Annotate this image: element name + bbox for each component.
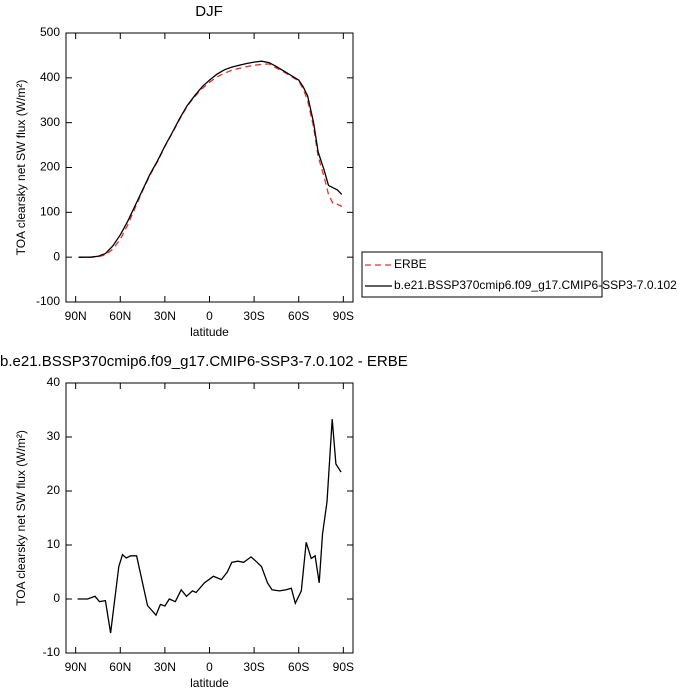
y-tick-label: 200 — [40, 160, 60, 174]
x-tick-label: 0 — [206, 309, 213, 323]
chart-title: b.e21.BSSP370cmip6.f09_g17.CMIP6-SSP3-7.… — [0, 353, 408, 370]
data-line — [78, 60, 343, 258]
data-line — [77, 419, 342, 634]
x-tick-label: 90N — [65, 660, 87, 674]
y-tick-label: 500 — [40, 25, 60, 39]
y-tick-label: 100 — [40, 205, 60, 219]
x-tick-label: 60N — [109, 309, 131, 323]
y-axis-label: TOA clearsky net SW flux (W/m²) — [14, 80, 28, 256]
y-tick-label: 0 — [53, 249, 60, 263]
x-axis-label: latitude — [190, 325, 229, 339]
x-tick-label: 30N — [154, 660, 176, 674]
x-tick-label: 90N — [65, 309, 87, 323]
plot-frame — [65, 382, 354, 654]
data-line — [78, 63, 343, 258]
legend-label: ERBE — [394, 257, 427, 271]
y-tick-label: 10 — [47, 537, 61, 551]
y-tick-label: 400 — [40, 70, 60, 84]
y-tick-label: -100 — [36, 294, 60, 308]
x-tick-label: 60S — [288, 309, 309, 323]
x-tick-label: 30S — [243, 660, 264, 674]
legend-box — [361, 251, 603, 298]
x-tick-label: 30N — [154, 309, 176, 323]
y-tick-label: 300 — [40, 115, 60, 129]
x-tick-label: 60S — [288, 660, 309, 674]
legend-label: b.e21.BSSP370cmip6.f09_g17.CMIP6-SSP3-7.… — [394, 278, 677, 292]
x-tick-label: 30S — [243, 309, 264, 323]
x-tick-label: 0 — [206, 660, 213, 674]
chart-title: DJF — [195, 3, 223, 20]
y-axis-label: TOA clearsky net SW flux (W/m²) — [14, 430, 28, 606]
x-tick-label: 90S — [333, 660, 354, 674]
y-tick-label: 30 — [47, 429, 61, 443]
y-tick-label: -10 — [43, 645, 61, 659]
x-tick-label: 90S — [333, 309, 354, 323]
x-axis-label: latitude — [190, 676, 229, 690]
y-tick-label: 0 — [53, 591, 60, 605]
y-tick-label: 40 — [47, 375, 61, 389]
y-tick-label: 20 — [47, 483, 61, 497]
plot-frame — [65, 32, 354, 303]
x-tick-label: 60N — [109, 660, 131, 674]
